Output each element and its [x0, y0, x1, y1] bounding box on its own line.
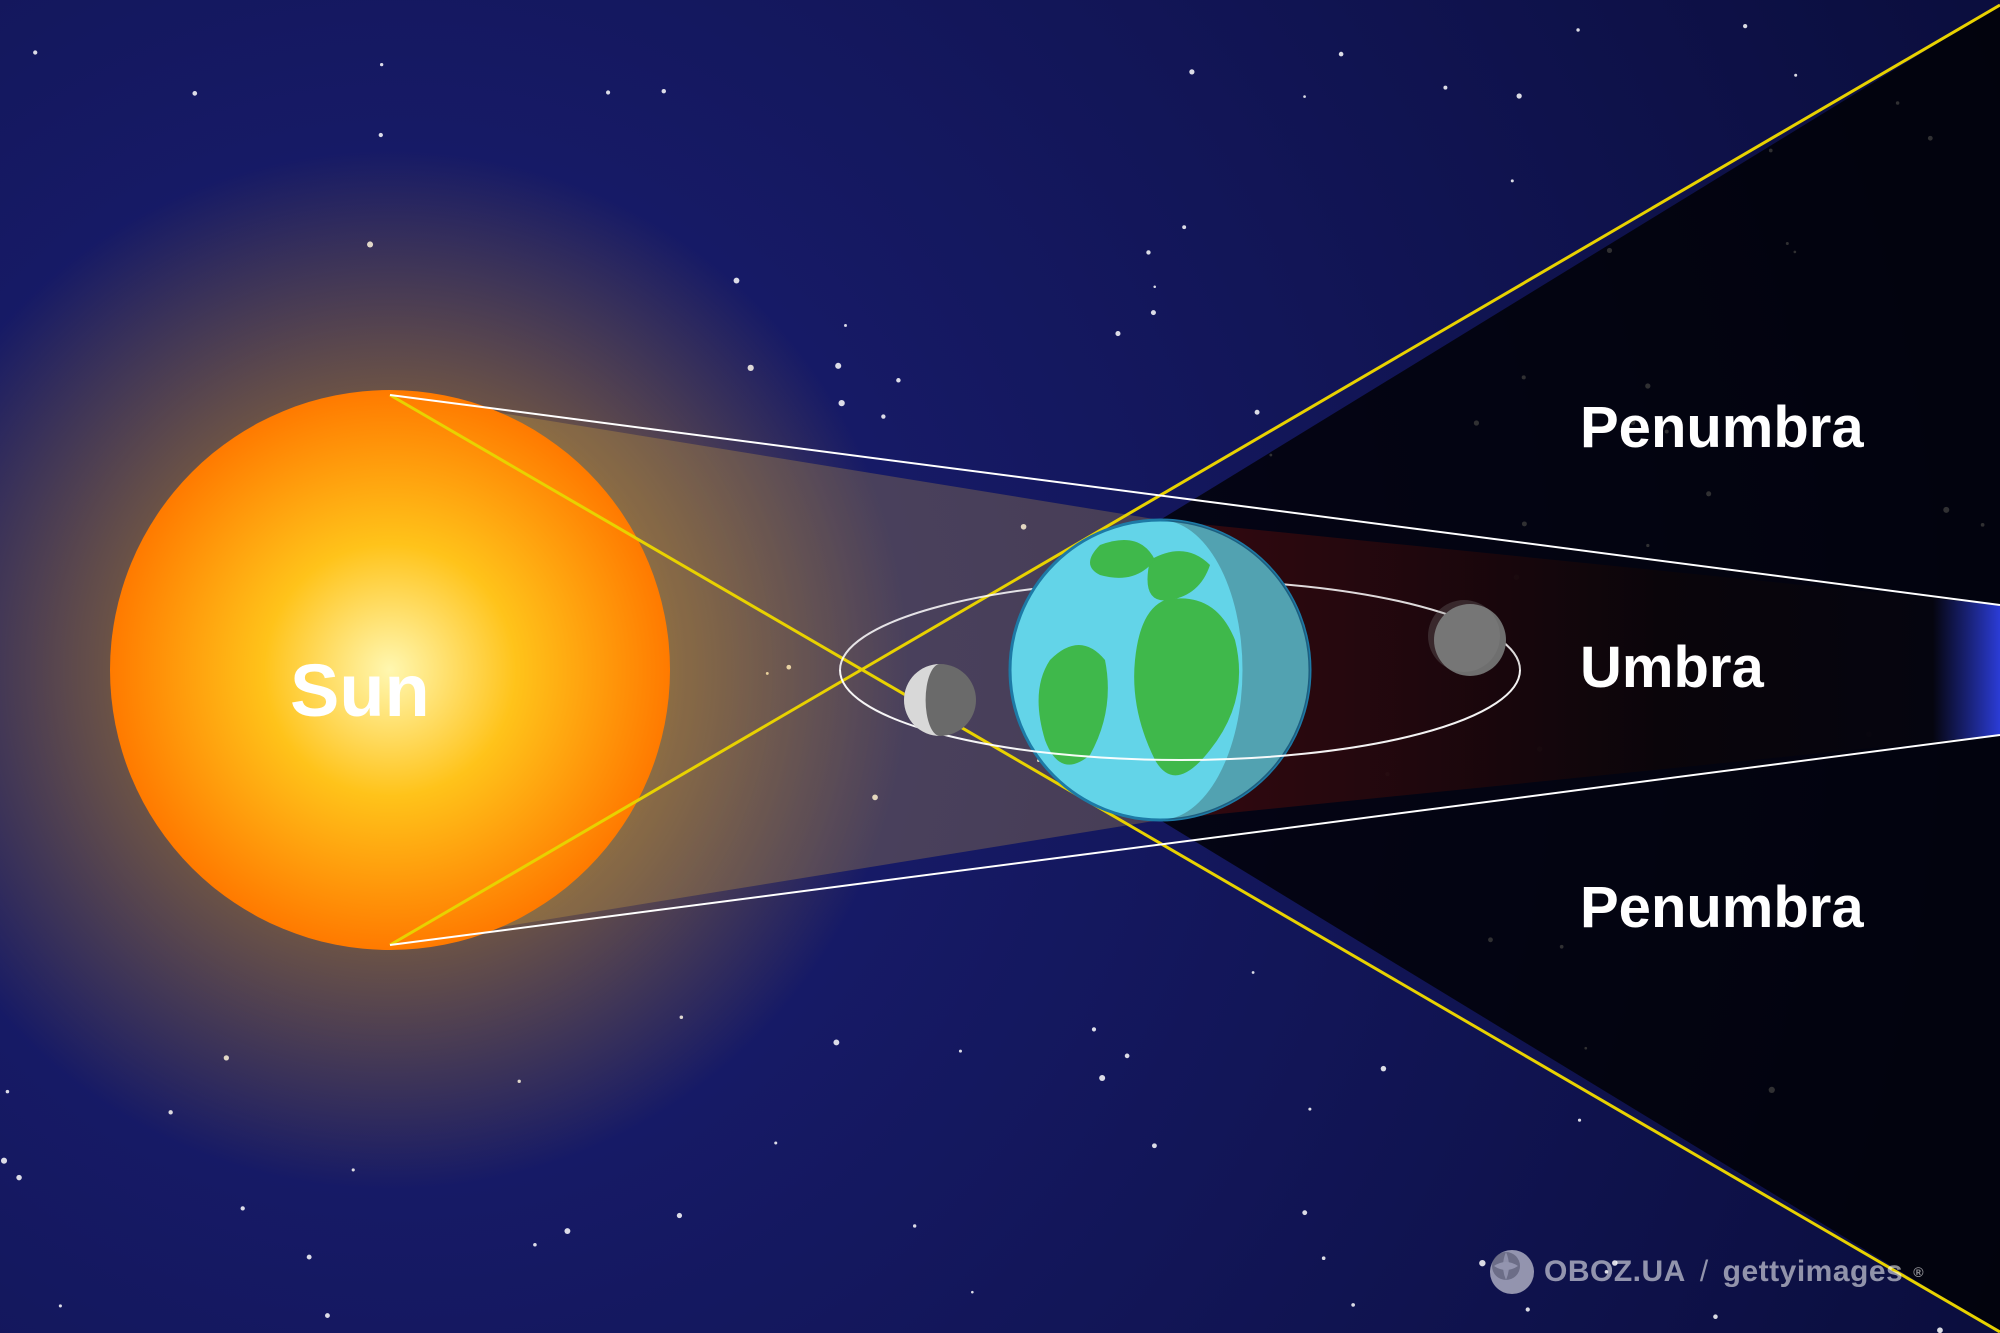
- sun-label: Sun: [290, 648, 430, 733]
- watermark-globe-icon: [1490, 1250, 1534, 1294]
- watermark-registered: ®: [1913, 1264, 1924, 1280]
- watermark-separator: /: [1700, 1255, 1709, 1289]
- diagram-canvas: Sun Penumbra Umbra Penumbra OBOZ.UA / ge…: [0, 0, 2000, 1333]
- penumbra-top-label: Penumbra: [1580, 394, 1864, 461]
- watermark-text-right: gettyimages: [1723, 1255, 1904, 1289]
- watermark: OBOZ.UA / gettyimages ®: [1490, 1250, 1924, 1294]
- watermark-text-left: OBOZ.UA: [1544, 1255, 1686, 1289]
- penumbra-bottom-label: Penumbra: [1580, 874, 1864, 941]
- umbra-label: Umbra: [1580, 634, 1764, 701]
